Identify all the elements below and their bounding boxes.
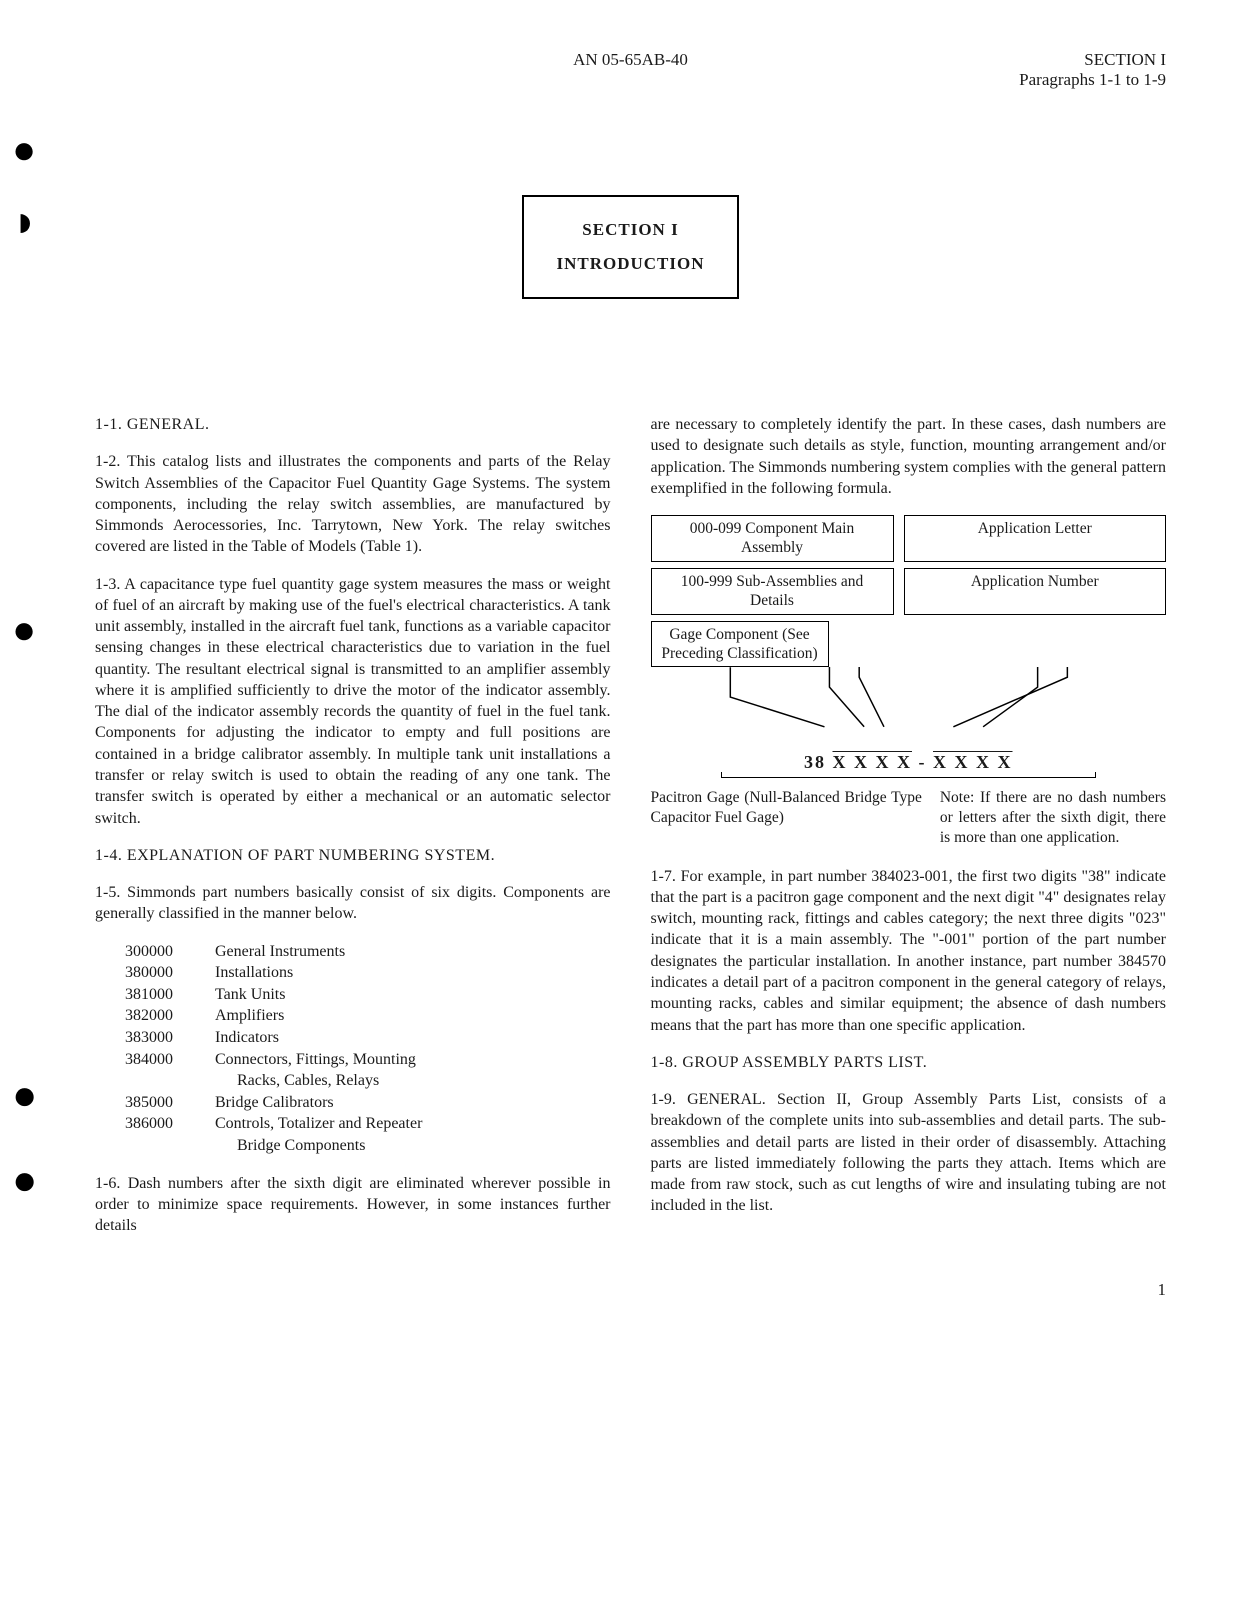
header-left <box>95 50 452 90</box>
diagram-box-app-letter: Application Letter <box>904 515 1167 562</box>
diagram-box-app-number: Application Number <box>904 568 1167 615</box>
table-desc: Connectors, Fittings, Mounting <box>215 1049 611 1071</box>
page: ● ◗ ● ● ● AN 05-65AB-40 SECTION I Paragr… <box>0 0 1241 1350</box>
table-row: 382000Amplifiers <box>125 1005 611 1027</box>
caption-note: Note: If there are no dash numbers or le… <box>940 788 1166 847</box>
content-columns: 1-1. GENERAL. 1-2. This catalog lists an… <box>95 414 1166 1252</box>
numbering-diagram: 000-099 Component Main Assembly Applicat… <box>651 515 1167 848</box>
table-desc: Amplifiers <box>215 1005 611 1027</box>
table-row: Bridge Components <box>125 1135 611 1157</box>
para-1-6: 1-6. Dash numbers after the sixth digit … <box>95 1173 611 1237</box>
page-number: 1 <box>95 1280 1166 1300</box>
diagram-box-gage-component: Gage Component (See Preceding Classifica… <box>651 621 829 668</box>
diagram-caption-row: Pacitron Gage (Null-Balanced Bridge Type… <box>651 788 1167 847</box>
formula-separator: - <box>912 752 933 772</box>
table-code <box>125 1135 215 1157</box>
para-1-8: 1-8. GROUP ASSEMBLY PARTS LIST. <box>651 1052 1167 1073</box>
table-row: 381000Tank Units <box>125 984 611 1006</box>
section-label: SECTION I <box>1084 50 1166 69</box>
punch-hole: ● <box>12 1160 37 1202</box>
table-desc: Bridge Components <box>215 1135 611 1157</box>
para-1-6-cont: are necessary to completely identify the… <box>651 414 1167 499</box>
table-code: 383000 <box>125 1027 215 1049</box>
left-column: 1-1. GENERAL. 1-2. This catalog lists an… <box>95 414 611 1252</box>
table-row: Racks, Cables, Relays <box>125 1070 611 1092</box>
para-1-7: 1-7. For example, in part number 384023-… <box>651 866 1167 1036</box>
punch-hole: ● <box>12 610 36 650</box>
table-code: 381000 <box>125 984 215 1006</box>
para-1-2: 1-2. This catalog lists and illustrates … <box>95 451 611 557</box>
part-number-formula: 38 X X X X - X X X X <box>651 751 1167 774</box>
diagram-box-sub-assemblies: 100-999 Sub-Assemblies and Details <box>651 568 894 615</box>
doc-id: AN 05-65AB-40 <box>452 50 809 90</box>
caption-pacitron: Pacitron Gage (Null-Balanced Bridge Type… <box>651 788 922 847</box>
punch-hole: ◗ <box>12 200 39 244</box>
table-code: 385000 <box>125 1092 215 1114</box>
punch-hole: ● <box>12 1075 37 1117</box>
formula-prefix: 38 <box>804 752 826 772</box>
table-code <box>125 1070 215 1092</box>
punch-hole: ● <box>12 130 36 170</box>
page-header: AN 05-65AB-40 SECTION I Paragraphs 1-1 t… <box>95 50 1166 90</box>
diagram-connectors <box>651 667 1167 739</box>
table-desc: Installations <box>215 962 611 984</box>
table-code: 386000 <box>125 1113 215 1135</box>
formula-x-left: X X X X <box>833 752 913 772</box>
formula-x-right: X X X X <box>933 752 1013 772</box>
table-desc: Indicators <box>215 1027 611 1049</box>
table-row: 384000Connectors, Fittings, Mounting <box>125 1049 611 1071</box>
diagram-box-main-assembly: 000-099 Component Main Assembly <box>651 515 894 562</box>
table-row: 380000Installations <box>125 962 611 984</box>
table-row: 383000Indicators <box>125 1027 611 1049</box>
title-line-2: INTRODUCTION <box>556 247 704 281</box>
table-row: 386000Controls, Totalizer and Repeater <box>125 1113 611 1135</box>
table-code: 384000 <box>125 1049 215 1071</box>
title-line-1: SECTION I <box>556 213 704 247</box>
table-row: 385000Bridge Calibrators <box>125 1092 611 1114</box>
table-code: 380000 <box>125 962 215 984</box>
header-right: SECTION I Paragraphs 1-1 to 1-9 <box>809 50 1166 90</box>
para-1-1: 1-1. GENERAL. <box>95 414 611 435</box>
table-desc: Racks, Cables, Relays <box>215 1070 611 1092</box>
right-column: are necessary to completely identify the… <box>651 414 1167 1252</box>
para-1-4: 1-4. EXPLANATION OF PART NUMBERING SYSTE… <box>95 845 611 866</box>
formula-underbrace <box>721 777 1097 784</box>
table-desc: General Instruments <box>215 941 611 963</box>
table-row: 300000General Instruments <box>125 941 611 963</box>
table-code: 382000 <box>125 1005 215 1027</box>
para-1-9: 1-9. GENERAL. Section II, Group Assembly… <box>651 1089 1167 1217</box>
table-desc: Tank Units <box>215 984 611 1006</box>
para-1-3: 1-3. A capacitance type fuel quantity ga… <box>95 574 611 829</box>
table-desc: Controls, Totalizer and Repeater <box>215 1113 611 1135</box>
classification-table: 300000General Instruments380000Installat… <box>125 941 611 1157</box>
paragraph-range: Paragraphs 1-1 to 1-9 <box>1019 70 1166 89</box>
table-code: 300000 <box>125 941 215 963</box>
table-desc: Bridge Calibrators <box>215 1092 611 1114</box>
section-title-box: SECTION I INTRODUCTION <box>522 195 738 299</box>
para-1-5: 1-5. Simmonds part numbers basically con… <box>95 882 611 925</box>
